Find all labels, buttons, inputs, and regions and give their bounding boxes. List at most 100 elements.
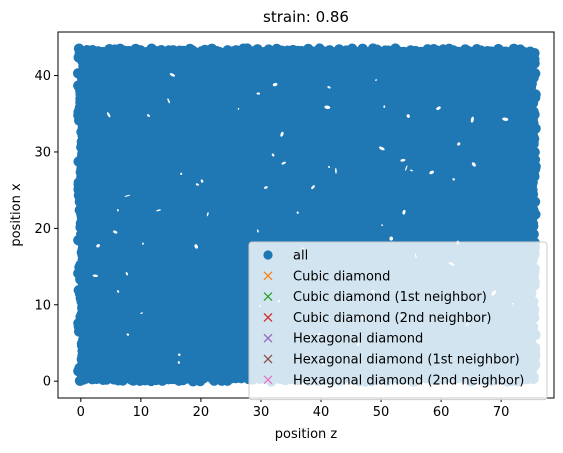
cloud-void — [177, 353, 181, 356]
cloud-void — [381, 224, 384, 226]
all-point — [529, 47, 540, 59]
y-axis-ticks: 0 10 20 30 40 — [34, 69, 58, 390]
cloud-void — [471, 162, 476, 167]
cloud-void — [177, 361, 180, 364]
cloud-void — [195, 183, 200, 186]
legend-label: Hexagonal diamond (1st neighbor) — [293, 353, 520, 368]
legend-marker-x — [263, 271, 273, 281]
cloud-void — [271, 153, 275, 157]
cloud-void — [311, 185, 315, 190]
cloud-void — [92, 274, 98, 278]
all-point — [74, 48, 85, 60]
legend-label: Hexagonal diamond (2nd neighbor) — [293, 373, 524, 388]
cloud-void — [389, 236, 394, 241]
legend-marker-x — [263, 333, 273, 343]
y-tick-label: 30 — [34, 145, 51, 160]
cloud-void — [452, 178, 455, 181]
cloud-void — [180, 172, 183, 176]
x-tick-label: 40 — [313, 405, 330, 420]
cloud-void — [167, 98, 170, 104]
cloud-void — [257, 229, 259, 233]
legend-box — [248, 241, 548, 401]
cloud-void — [116, 209, 119, 212]
cloud-void — [457, 142, 461, 146]
cloud-void — [124, 194, 131, 197]
cloud-void — [379, 146, 385, 151]
cloud-void — [126, 333, 130, 336]
cloud-void — [169, 73, 176, 77]
legend-label: Cubic diamond — [293, 269, 390, 284]
cloud-void — [281, 161, 286, 165]
cloud-void — [272, 82, 278, 87]
cloud-void — [96, 244, 100, 248]
legend-marker-x — [263, 292, 273, 302]
x-tick-label: 70 — [493, 405, 510, 420]
cloud-void — [375, 79, 378, 81]
y-tick-label: 20 — [34, 222, 51, 237]
chart-legend: all Cubic diamond Cubic diamond (1st neigh… — [248, 241, 548, 401]
cloud-void — [141, 242, 144, 245]
x-tick-label: 50 — [373, 405, 390, 420]
x-tick-label: 10 — [133, 405, 150, 420]
cloud-void — [324, 105, 331, 110]
legend-label: Hexagonal diamond — [293, 332, 423, 347]
cloud-void — [436, 106, 441, 111]
x-tick-label: 20 — [193, 405, 210, 420]
cloud-void — [264, 186, 268, 189]
cloud-void — [113, 230, 118, 234]
all-point — [208, 375, 220, 386]
cloud-void — [146, 114, 150, 117]
chart-title: strain: 0.86 — [263, 8, 349, 26]
cloud-void — [327, 166, 331, 168]
legend-label: Cubic diamond (2nd neighbor) — [293, 311, 491, 326]
all-point — [187, 45, 198, 56]
cloud-void — [406, 114, 410, 118]
x-axis-label: position z — [275, 427, 338, 442]
all-point — [156, 45, 167, 56]
cloud-void — [156, 209, 161, 212]
cloud-void — [409, 169, 413, 172]
cloud-void — [200, 179, 204, 183]
all-point — [198, 372, 210, 384]
legend-label: Cubic diamond (1st neighbor) — [293, 290, 487, 305]
cloud-void — [106, 112, 111, 118]
legend-marker-x — [263, 312, 273, 322]
cloud-void — [405, 165, 408, 171]
all-point — [463, 46, 475, 57]
x-tick-label: 30 — [253, 405, 270, 420]
cloud-void — [194, 244, 198, 249]
cloud-void — [327, 86, 331, 89]
cloud-void — [256, 92, 261, 95]
cloud-void — [335, 167, 337, 174]
y-tick-label: 0 — [43, 375, 51, 390]
cloud-void — [502, 117, 509, 121]
x-tick-label: 60 — [433, 405, 450, 420]
x-axis-ticks: 0 10 20 30 40 50 60 70 — [77, 398, 510, 420]
y-tick-label: 40 — [34, 69, 51, 84]
x-tick-label: 0 — [77, 405, 85, 420]
cloud-void — [429, 170, 435, 175]
cloud-void — [400, 158, 406, 162]
cloud-void — [280, 131, 284, 137]
all-point — [371, 44, 383, 55]
cloud-void — [206, 212, 209, 217]
cloud-void — [296, 211, 299, 214]
cloud-void — [470, 116, 474, 123]
legend-marker-x — [263, 354, 273, 364]
cloud-void — [140, 312, 144, 314]
legend-marker-x — [263, 375, 273, 385]
cloud-void — [383, 105, 386, 108]
cloud-void — [237, 107, 240, 110]
y-tick-label: 10 — [34, 298, 51, 313]
y-axis-label: position x — [9, 183, 24, 247]
cloud-void — [125, 272, 128, 276]
cloud-void — [402, 209, 406, 215]
legend-marker-circle — [263, 250, 273, 260]
all-point — [263, 44, 274, 55]
all-point — [500, 46, 512, 57]
all-point — [101, 374, 112, 385]
legend-label: all — [293, 249, 308, 264]
all-point — [117, 375, 129, 386]
cloud-void — [116, 290, 120, 293]
